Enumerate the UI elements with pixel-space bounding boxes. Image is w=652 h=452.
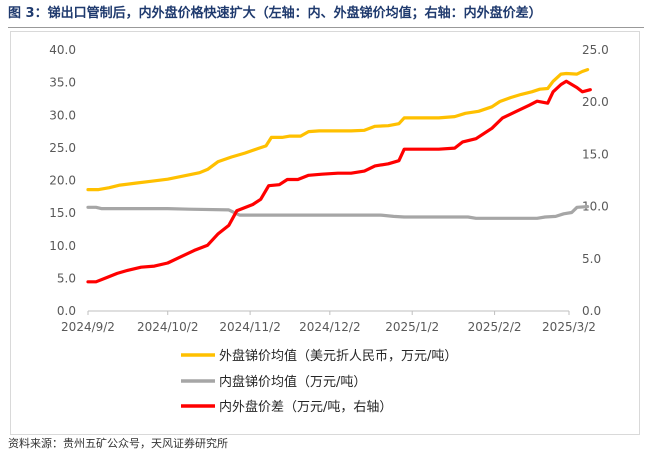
- y-left-tick-label: 5.0: [57, 271, 76, 285]
- chart-canvas: 0.0 5.0 10.0 15.0 20.0 25.0 30.0 35.0 40.0 0.0 5.0…: [49, 43, 608, 415]
- x-tick-label: 2024/12/2: [299, 320, 361, 334]
- x-tick-label: 2025/2/2: [468, 320, 522, 334]
- series-line-2: [86, 79, 592, 284]
- legend-label-1: 内盘锑价均值（万元/吨）: [219, 374, 366, 390]
- chart-legend: 外盘锑价均值（美元折人民币，万元/吨） 内盘锑价均值（万元/吨） 内外盘价差（万元/…: [181, 348, 457, 415]
- legend-label-0: 外盘锑价均值（美元折人民币，万元/吨）: [219, 348, 457, 364]
- chart-series: [86, 67, 592, 284]
- y-right-tick-label: 5.0: [582, 252, 601, 266]
- chart-axes: 0.0 5.0 10.0 15.0 20.0 25.0 30.0 35.0 40.0 0.0 5.0…: [49, 43, 608, 334]
- x-tick-label: 2025/3/2: [542, 320, 596, 334]
- figure-title: 图 3：锑出口管制后，内外盘价格快速扩大（左轴：内、外盘锑价均值；右轴：内外盘价…: [8, 6, 542, 21]
- x-tick-label: 2024/9/2: [61, 320, 115, 334]
- y-right-tick-label: 10.0: [582, 200, 609, 214]
- source-note: 资料来源：贵州五矿公众号，天风证券研究所: [8, 437, 228, 450]
- y-right-tick-label: 15.0: [582, 147, 609, 161]
- y-left-tick-label: 25.0: [49, 141, 76, 155]
- y-left-tick-label: 40.0: [49, 43, 76, 57]
- x-tick-label: 2024/10/2: [137, 320, 199, 334]
- y-left-tick-label: 20.0: [49, 174, 76, 188]
- title-divider: [8, 27, 644, 28]
- y-left-tick-label: 10.0: [49, 239, 76, 253]
- y-right-tick-label: 20.0: [582, 95, 609, 109]
- series-line-1: [86, 205, 590, 220]
- series-line-0: [86, 67, 590, 192]
- y-right-tick-label: 25.0: [582, 43, 609, 57]
- x-tick-label: 2025/1/2: [385, 320, 439, 334]
- y-left-tick-label: 35.0: [49, 76, 76, 90]
- y-left-tick-label: 30.0: [49, 108, 76, 122]
- legend-label-2: 内外盘价差（万元/吨，右轴）: [219, 399, 392, 415]
- y-left-tick-label: 0.0: [57, 304, 76, 318]
- y-right-tick-label: 0.0: [582, 304, 601, 318]
- y-left-tick-label: 15.0: [49, 206, 76, 220]
- x-tick-label: 2024/11/2: [219, 320, 281, 334]
- chart-frame: [10, 31, 640, 435]
